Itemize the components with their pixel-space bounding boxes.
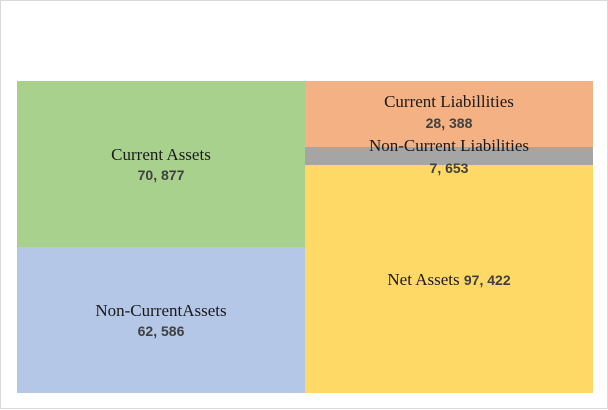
treemap-value-non-current-liabilities: 7, 653	[430, 160, 469, 176]
treemap-cell-non-currentassets	[17, 247, 305, 393]
treemap-label-net-assets: Net Assets 97, 422	[387, 270, 510, 289]
treemap-cell-current-assets	[17, 81, 305, 247]
treemap-label-non-currentassets: Non-CurrentAssets	[95, 301, 226, 320]
treemap-label-current-assets: Current Assets	[111, 145, 211, 164]
treemap-label-current-liabillities: Current Liabillities	[384, 92, 514, 111]
treemap-cell-non-current-liabilities	[305, 147, 593, 165]
treemap-value-non-currentassets: 62, 586	[138, 323, 185, 339]
treemap-value-current-assets: 70, 877	[138, 167, 185, 183]
treemap-cell-current-liabillities	[305, 81, 593, 147]
treemap-cell-net-assets	[305, 165, 593, 393]
treemap-value-current-liabillities: 28, 388	[426, 115, 473, 131]
treemap-label-non-current-liabilities: Non-Current Liabilities	[369, 136, 529, 155]
